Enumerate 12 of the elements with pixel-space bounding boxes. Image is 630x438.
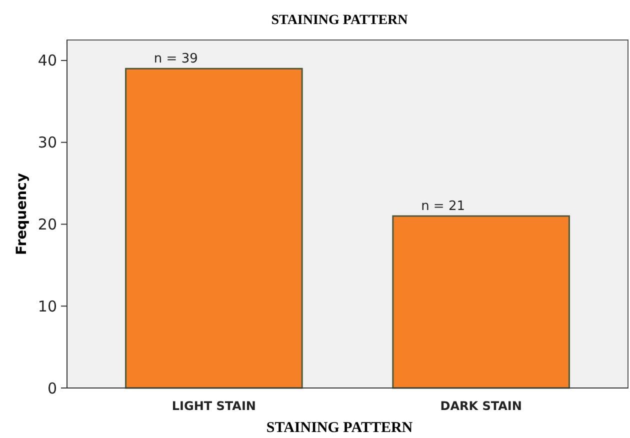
- y-tick-label: 40: [38, 52, 57, 70]
- x-tick-label: LIGHT STAIN: [172, 399, 256, 413]
- y-tick-label: 0: [47, 379, 57, 398]
- y-tick-label: 20: [38, 215, 57, 234]
- data-label: n = 21: [421, 199, 466, 214]
- y-axis-title: Frequency: [14, 173, 30, 255]
- chart-title: STAINING PATTERN: [271, 13, 408, 28]
- data-label: n = 39: [154, 52, 198, 67]
- y-tick-label: 10: [38, 297, 57, 316]
- y-tick-label: 30: [38, 134, 57, 152]
- x-axis-title: STAINING PATTERN: [266, 420, 413, 436]
- x-tick-label: DARK STAIN: [440, 399, 522, 413]
